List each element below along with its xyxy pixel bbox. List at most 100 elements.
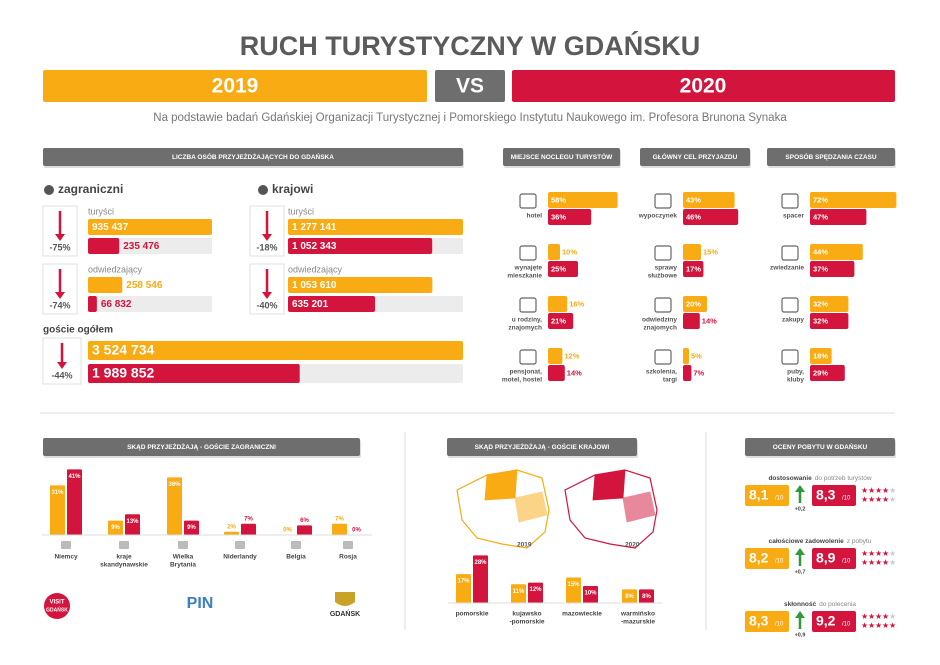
value-label: 17%	[457, 579, 470, 585]
icon	[781, 245, 799, 261]
value-label: 15%	[567, 582, 580, 588]
value-label: 32%	[813, 316, 828, 325]
value-label: 32%	[813, 299, 828, 308]
flag	[61, 541, 71, 549]
delta: +0,2	[795, 506, 806, 512]
bar	[548, 244, 560, 260]
score-scale: /10	[842, 622, 851, 628]
heading-bar	[503, 148, 620, 166]
heading: MIEJSCE NOCLEGU TURYSTÓW	[511, 152, 613, 161]
title: RUCH TURYSTYCZNY W GDAŃSKU	[240, 30, 701, 61]
star: ★	[875, 612, 882, 621]
rating-label-bold: skłonność	[784, 601, 817, 608]
score-box	[812, 611, 856, 632]
item-label: motel, hostel	[502, 377, 542, 384]
bar	[67, 469, 82, 535]
icon	[654, 245, 672, 261]
value-label: 635 201	[292, 299, 329, 310]
rating-label-bold: całościowe zadowolenie	[769, 538, 845, 545]
icon	[519, 297, 537, 313]
score: 8,1	[749, 487, 769, 503]
value-label: 25%	[551, 264, 566, 273]
bar	[88, 238, 120, 254]
value-label: 31%	[51, 490, 64, 496]
bar	[548, 209, 592, 225]
value-label: 235 476	[123, 241, 160, 252]
bar	[288, 219, 463, 235]
bar	[683, 365, 692, 381]
item-label: hotel	[526, 213, 542, 220]
icon	[654, 193, 672, 209]
heading-bar	[447, 438, 637, 456]
star: ★	[875, 486, 882, 495]
bar	[88, 296, 97, 312]
star: ★	[861, 495, 868, 504]
value-label: 3 524 734	[92, 342, 154, 358]
map-region	[622, 491, 656, 523]
category-label: mazowieckie	[562, 611, 602, 618]
bar	[548, 192, 618, 208]
bar	[548, 313, 574, 329]
flag	[178, 541, 188, 549]
arrow-head	[55, 292, 65, 299]
score-box	[745, 548, 789, 569]
change-label: -18%	[256, 242, 277, 252]
star: ★	[875, 549, 882, 558]
value-label: 12%	[529, 587, 542, 593]
item-label: odwiedziny	[642, 317, 677, 324]
rating-label: skłonność do polecenia	[784, 601, 856, 608]
logo-text: GDAŃSK	[46, 605, 68, 613]
category-label: Wielka	[173, 554, 194, 561]
category-label: kujawsko	[512, 611, 541, 618]
star: ★	[882, 486, 889, 495]
arrow-head	[262, 292, 272, 299]
category-label: kraje	[116, 554, 132, 561]
rating-label-rest: do potrzeb turystów	[815, 475, 872, 482]
star: ★	[889, 549, 896, 558]
map-region	[484, 469, 518, 501]
value-label: 1 053 610	[292, 280, 337, 291]
heading-bar	[640, 148, 750, 166]
item-label: spacer	[783, 213, 804, 220]
stars: ★ ★ ★ ★ ★	[861, 486, 896, 495]
star: ★	[868, 549, 875, 558]
value-label: 14%	[567, 368, 582, 377]
star: ★	[868, 486, 875, 495]
value-label: 20%	[686, 299, 701, 308]
rating-label: dostosowanie do potrzeb turystów	[768, 475, 871, 482]
stars: ★ ★ ★ ★ ★	[861, 612, 896, 621]
map-region	[514, 491, 548, 523]
value-label: 14%	[702, 316, 717, 325]
bar	[184, 520, 199, 535]
category-label: Belgia	[286, 554, 306, 561]
bar	[683, 296, 707, 312]
score: 8,3	[816, 487, 836, 503]
item-label: sprawy	[655, 265, 678, 272]
star: ★	[889, 621, 896, 630]
category-label: -mazurskie	[621, 619, 655, 626]
flag	[343, 541, 353, 549]
value-label: 41%	[68, 474, 81, 480]
bar	[810, 296, 849, 312]
star: ★	[861, 612, 868, 621]
item-label: mieszkanie	[507, 273, 542, 280]
value-label: 1 277 141	[292, 222, 337, 233]
bar	[88, 341, 463, 360]
value-label: 12%	[564, 351, 579, 360]
score: 8,2	[749, 550, 769, 566]
category-label: -pomorskie	[509, 619, 544, 626]
value-label: 36%	[551, 212, 566, 221]
star: ★	[861, 558, 868, 567]
bar	[224, 531, 239, 535]
item-label: pensjonat,	[509, 369, 542, 376]
delta: +0,9	[795, 632, 806, 638]
score-scale: /10	[842, 559, 851, 565]
value-label: 6%	[300, 518, 309, 524]
value-label: 18%	[813, 351, 828, 360]
category-label: Niemcy	[54, 554, 78, 561]
bar	[810, 244, 863, 260]
star: ★	[861, 486, 868, 495]
star: ★	[875, 621, 882, 630]
value-label: 0%	[352, 528, 361, 534]
